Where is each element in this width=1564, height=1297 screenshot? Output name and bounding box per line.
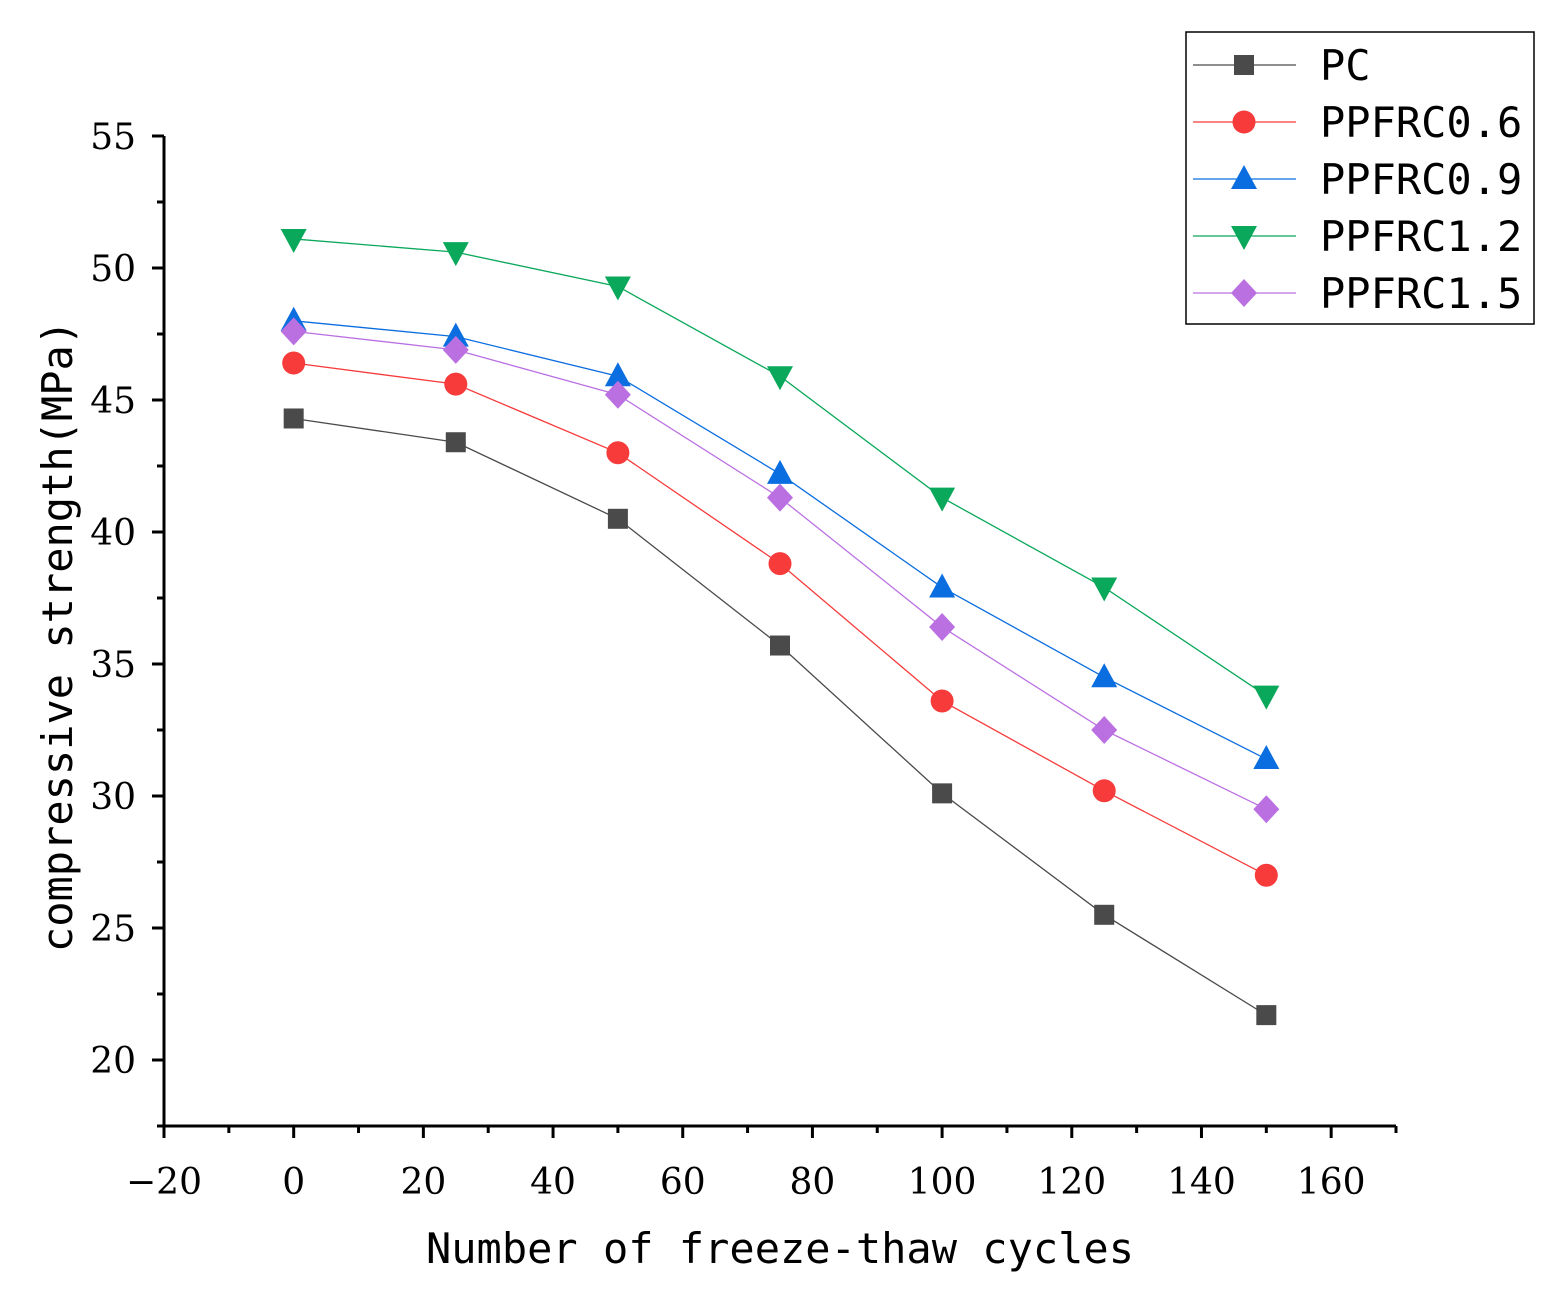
data-point-pc bbox=[1256, 1005, 1277, 1026]
data-point-ppfrc0-6 bbox=[444, 372, 468, 396]
data-point-ppfrc0-9 bbox=[1091, 663, 1118, 688]
x-tick-label: 60 bbox=[660, 1162, 706, 1203]
data-point-ppfrc1-5 bbox=[767, 483, 793, 512]
y-tick-label: 35 bbox=[90, 645, 136, 686]
legend-label-pc: PC bbox=[1320, 41, 1371, 90]
y-tick-label: 40 bbox=[90, 513, 136, 554]
legend: PC PPFRC0.6 PPFRC0.9 PPFRC1.2 PPFRC1.5 bbox=[1185, 31, 1535, 325]
y-tick-label: 25 bbox=[90, 909, 136, 950]
x-axis-title: Number of freeze-thaw cycles bbox=[426, 1224, 1134, 1273]
data-point-ppfrc0-9 bbox=[442, 322, 469, 347]
data-point-pc bbox=[1094, 904, 1115, 925]
series-layer bbox=[280, 228, 1280, 1026]
x-tick-label: −20 bbox=[126, 1162, 202, 1203]
data-point-ppfrc0-9 bbox=[604, 362, 631, 387]
series-pc bbox=[283, 408, 1277, 1026]
x-tick-label: 80 bbox=[790, 1162, 836, 1203]
data-point-ppfrc0-6 bbox=[768, 552, 792, 576]
data-point-ppfrc1-5 bbox=[1091, 716, 1118, 744]
data-point-ppfrc0-9 bbox=[767, 459, 793, 484]
x-tick-label: 20 bbox=[400, 1162, 446, 1203]
data-point-pc bbox=[932, 783, 953, 804]
legend-label-ppfrc1-2: PPFRC1.2 bbox=[1320, 212, 1522, 261]
x-tick-label: 160 bbox=[1297, 1162, 1366, 1203]
y-tick-label: 30 bbox=[90, 777, 136, 818]
data-point-ppfrc1-2 bbox=[1253, 685, 1280, 710]
legend-marker-pc bbox=[1234, 55, 1254, 75]
series-ppfrc1-2 bbox=[280, 228, 1280, 710]
data-point-pc bbox=[770, 635, 790, 656]
x-tick-label: 120 bbox=[1037, 1162, 1106, 1203]
data-point-ppfrc1-2 bbox=[280, 228, 307, 253]
data-point-ppfrc1-2 bbox=[929, 487, 956, 512]
legend-marker-ppfrc0-9 bbox=[1231, 165, 1257, 189]
legend-label-ppfrc0-6: PPFRC0.6 bbox=[1320, 98, 1522, 147]
y-tick-label: 50 bbox=[90, 249, 136, 290]
x-tick-label: 100 bbox=[908, 1162, 977, 1203]
legend-label-ppfrc0-9: PPFRC0.9 bbox=[1320, 155, 1522, 204]
y-tick-label: 45 bbox=[90, 381, 136, 422]
data-point-ppfrc0-6 bbox=[1092, 779, 1116, 803]
data-point-ppfrc1-5 bbox=[442, 335, 469, 364]
series-ppfrc1-5 bbox=[280, 317, 1280, 824]
data-point-pc bbox=[283, 408, 304, 429]
x-tick-label: 40 bbox=[530, 1162, 576, 1203]
x-tick-label: 140 bbox=[1167, 1162, 1236, 1203]
data-point-ppfrc0-6 bbox=[606, 441, 630, 465]
data-point-ppfrc1-2 bbox=[1091, 577, 1118, 602]
data-point-pc bbox=[607, 508, 628, 529]
data-point-ppfrc1-5 bbox=[929, 613, 956, 642]
data-point-ppfrc1-2 bbox=[442, 242, 469, 267]
legend-label-ppfrc1-5: PPFRC1.5 bbox=[1320, 269, 1522, 318]
y-tick-label: 55 bbox=[90, 117, 136, 158]
data-point-pc bbox=[445, 432, 466, 453]
x-tick-label: 0 bbox=[282, 1162, 305, 1203]
data-point-ppfrc1-5 bbox=[1253, 795, 1280, 824]
y-axis-title: compressive strength(MPa) bbox=[33, 320, 82, 952]
series-ppfrc0-6 bbox=[282, 351, 1278, 887]
data-point-ppfrc1-2 bbox=[604, 276, 631, 301]
legend-marker-ppfrc0-6 bbox=[1232, 110, 1256, 134]
data-point-ppfrc0-6 bbox=[930, 689, 954, 713]
data-point-ppfrc0-9 bbox=[929, 573, 956, 598]
data-point-ppfrc0-6 bbox=[282, 351, 306, 375]
data-point-ppfrc0-6 bbox=[1254, 863, 1278, 887]
legend-marker-ppfrc1-2 bbox=[1231, 226, 1257, 250]
axes: −20 0 20 40 60 80 100 120 140 160 20 25 30 35 40 45 50 55 bbox=[90, 117, 1398, 1203]
data-point-ppfrc1-2 bbox=[767, 366, 793, 391]
y-tick-label: 20 bbox=[90, 1041, 136, 1082]
data-point-ppfrc0-9 bbox=[1253, 745, 1280, 770]
data-point-ppfrc1-5 bbox=[280, 317, 307, 346]
legend-marker-ppfrc1-5 bbox=[1231, 279, 1257, 307]
data-point-ppfrc1-5 bbox=[604, 380, 631, 409]
